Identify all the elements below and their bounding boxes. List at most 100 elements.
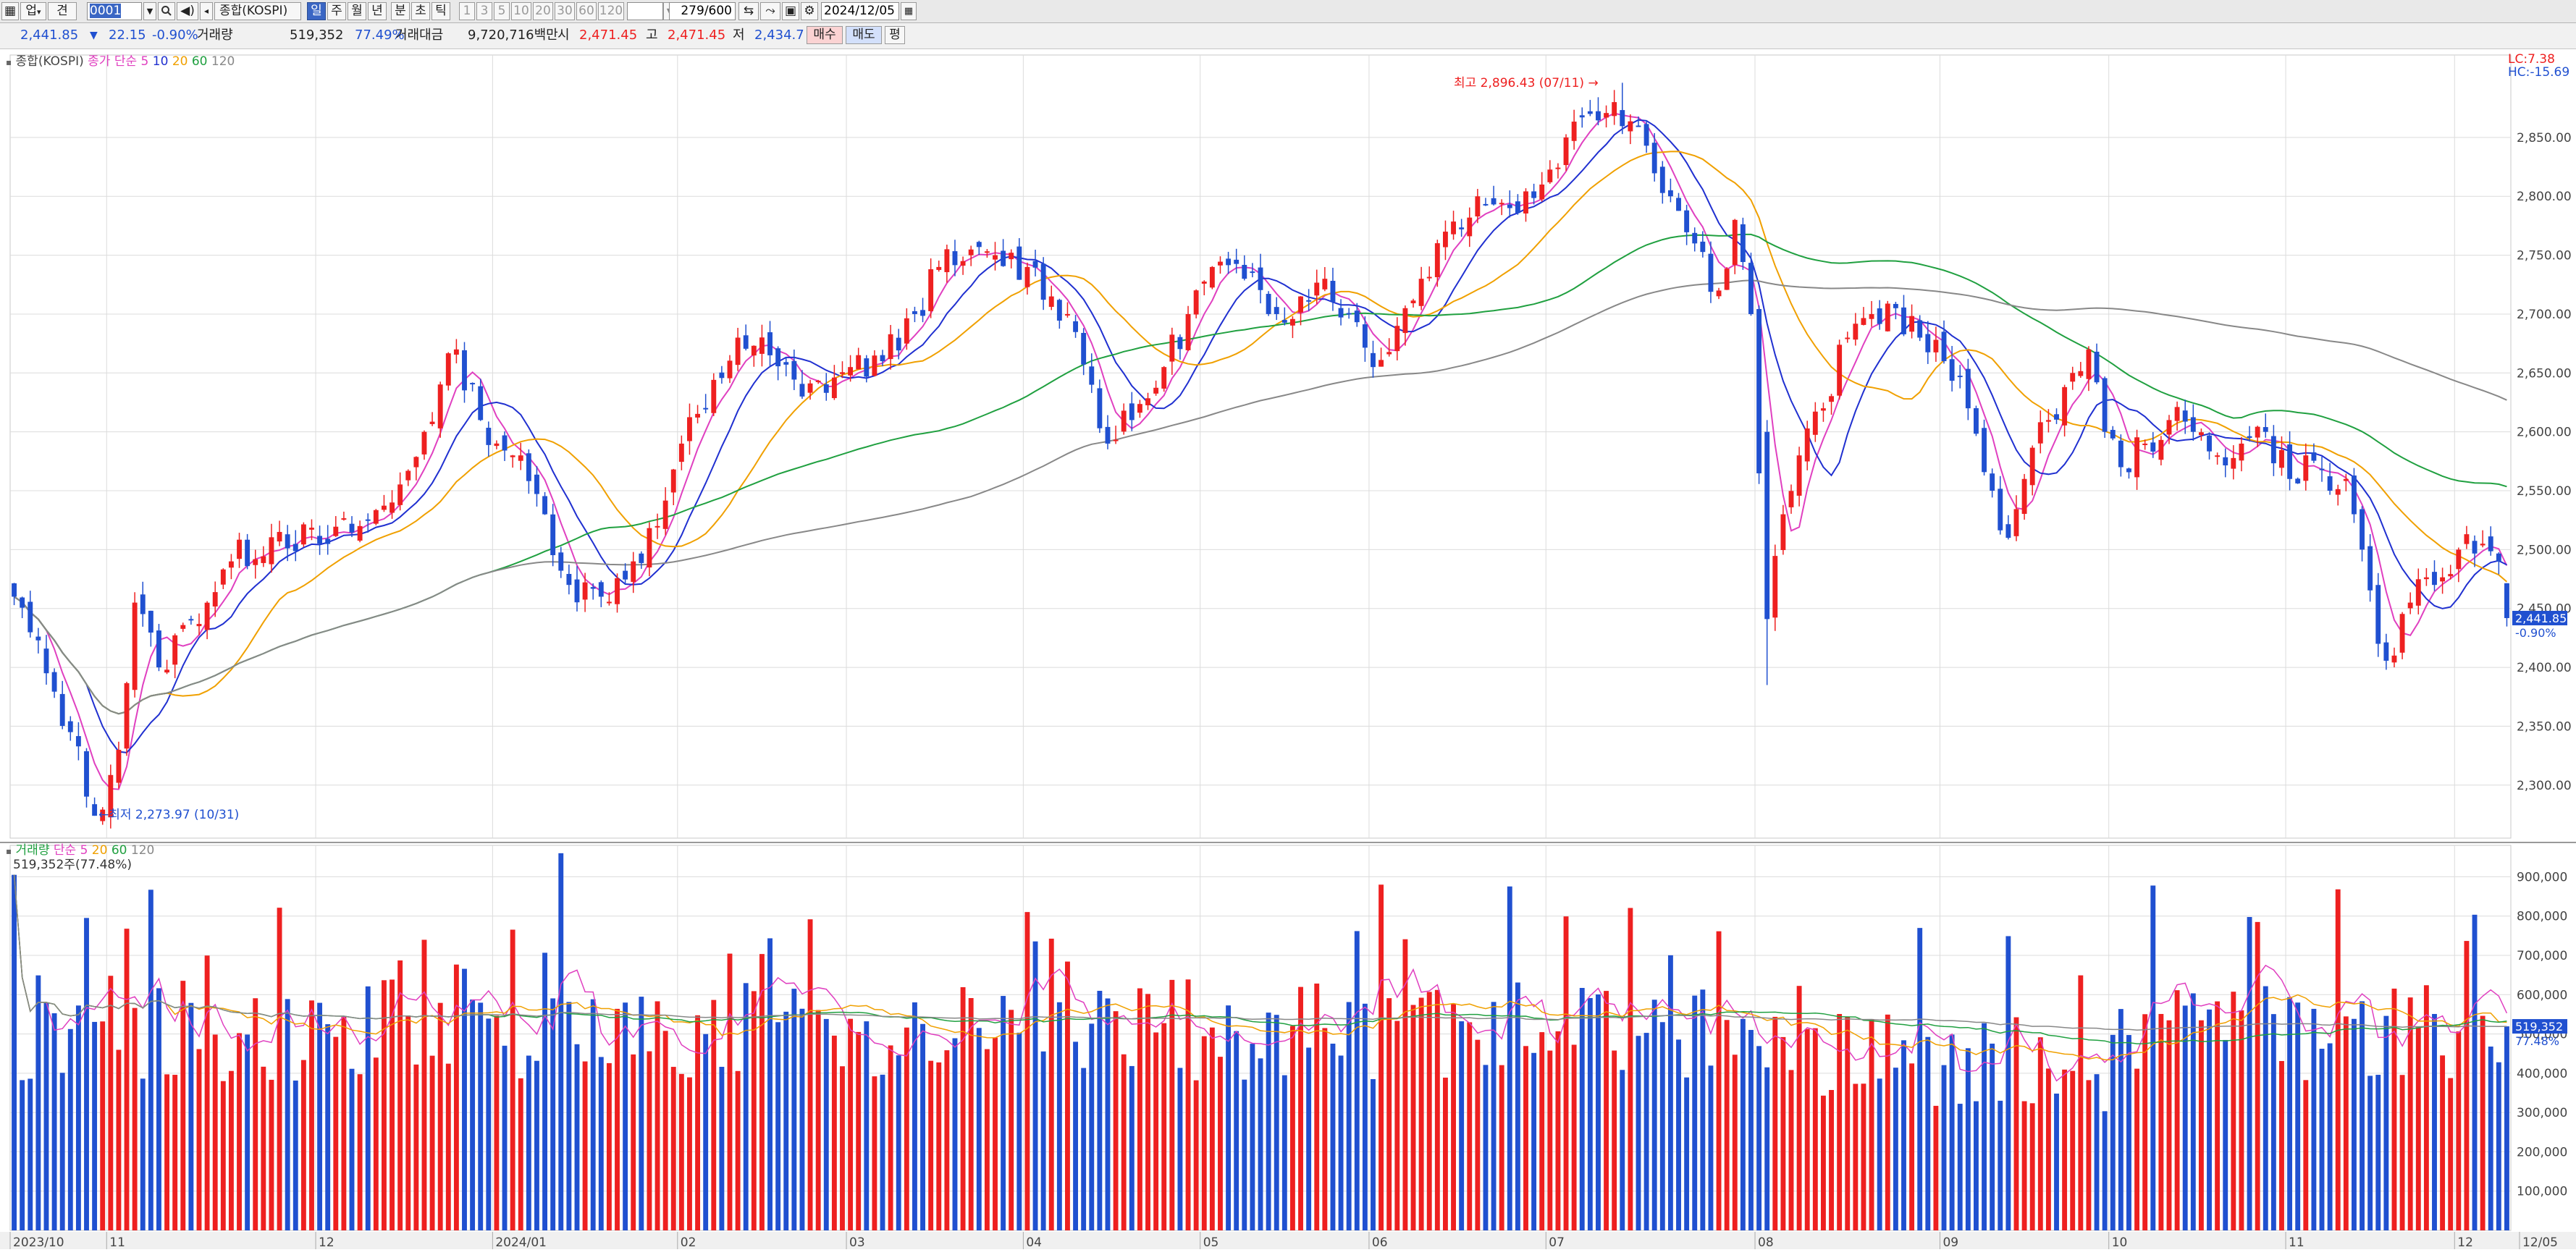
interval-5[interactable]: 5 (494, 2, 510, 20)
interval-30[interactable]: 30 (555, 2, 575, 20)
volume-bars (12, 853, 2509, 1230)
candle-body (486, 428, 492, 445)
link-button[interactable]: 업▾ (20, 2, 46, 20)
tab-tick[interactable]: 틱 (432, 2, 450, 20)
search-icon[interactable] (158, 2, 175, 20)
tab-minute[interactable]: 분 (391, 2, 410, 20)
interval-60[interactable]: 60 (576, 2, 597, 20)
gear-icon[interactable]: ⚙ (801, 2, 818, 20)
buy-button[interactable]: 매수 (807, 26, 843, 44)
volume-bar (2126, 1035, 2131, 1230)
date-input[interactable]: 2024/12/05 (821, 2, 899, 20)
tab-week[interactable]: 주 (327, 2, 346, 20)
save-icon[interactable]: ▣ (782, 2, 799, 20)
code-dropdown-icon[interactable]: ▼ (143, 2, 156, 20)
calendar-icon[interactable]: ▦ (901, 2, 917, 20)
candle-body (703, 407, 709, 410)
legend-marker-icon: ▪ (6, 57, 12, 67)
candle-body (848, 367, 854, 376)
candle-body (2110, 429, 2116, 439)
custom-interval-input[interactable] (627, 2, 663, 20)
count-input[interactable]: 279/600 (669, 2, 736, 20)
tab-year[interactable]: 년 (368, 2, 387, 20)
candle-body (711, 379, 717, 413)
candle-body (1643, 124, 1649, 146)
candle-body (566, 573, 572, 586)
interval-3[interactable]: 3 (476, 2, 492, 20)
candle-body (2464, 534, 2470, 544)
volume-bar (1322, 1028, 1328, 1230)
candle-body (2415, 579, 2421, 606)
code-input[interactable]: 0001 (87, 2, 142, 20)
candle-body (1346, 313, 1352, 315)
interval-120[interactable]: 120 (598, 2, 624, 20)
candle-body (164, 669, 170, 673)
candle-body (1596, 111, 1601, 121)
high-annotation: 최고 2,896.43 (07/11) → (1454, 72, 1599, 90)
price-tick-label: 2,850.00 (2517, 131, 2572, 145)
candle-body (292, 544, 298, 552)
volume-bar (1306, 1047, 1312, 1230)
candle-body (1941, 331, 1947, 362)
candle-body (2423, 577, 2429, 580)
speaker-icon[interactable]: ◀) (177, 2, 198, 20)
volume-bar (2239, 1010, 2244, 1230)
candle-body (2343, 478, 2349, 481)
volume-bar (2062, 1069, 2068, 1230)
volume-tick-label: 300,000 (2517, 1106, 2567, 1120)
volume-bar (1001, 996, 1006, 1230)
volume-bar (1667, 955, 1673, 1230)
volume-bar (1153, 1032, 1159, 1230)
candle-body (2062, 386, 2068, 426)
volume-bar (534, 1060, 539, 1230)
chart-area[interactable]: 2,300.002,350.002,400.002,450.002,500.00… (0, 49, 2576, 1255)
volume-bar (1089, 1023, 1095, 1230)
price-tick-label: 2,550.00 (2517, 484, 2572, 499)
volume-bar (767, 938, 773, 1230)
candle-body (2255, 426, 2260, 438)
candle-body (1081, 332, 1087, 365)
interval-10[interactable]: 10 (511, 2, 531, 20)
volume-bar (807, 919, 813, 1230)
candle-body (1338, 308, 1344, 318)
volume-bar (429, 1055, 435, 1230)
volume-bar (1998, 1100, 2003, 1230)
sell-button[interactable]: 매도 (846, 26, 882, 44)
candle-body (1024, 266, 1030, 287)
volume-bar (1266, 1013, 1271, 1230)
line-tool-icon[interactable]: ⤳ (760, 2, 780, 20)
volume-bar (1941, 1065, 1947, 1230)
candle-body (1379, 360, 1384, 367)
series-button[interactable]: 견 (48, 2, 77, 20)
interval-20[interactable]: 20 (533, 2, 553, 20)
volume-bar (1925, 1036, 1931, 1230)
volume-bar (751, 991, 757, 1230)
candle-body (1772, 556, 1778, 618)
volume-bar (237, 1033, 242, 1230)
menu-icon[interactable]: ▦ (1, 2, 19, 20)
volume-tick-label: 800,000 (2517, 910, 2567, 924)
volume-bar (1861, 1083, 1866, 1230)
candle-body (1877, 308, 1882, 324)
volume-bar (2375, 1075, 2381, 1230)
zoom-icon[interactable]: ⇆ (738, 2, 759, 20)
current-pct-tag-text: -0.90% (2515, 626, 2556, 640)
volume-bar (1579, 987, 1585, 1230)
candle-body (1065, 313, 1070, 316)
candle-body (1209, 266, 1215, 288)
candle-body (1169, 334, 1175, 362)
volume-bar (75, 1005, 81, 1230)
flat-button[interactable]: 평 (885, 26, 905, 44)
volume-bar (1081, 1068, 1087, 1230)
candle-body (1274, 307, 1279, 314)
interval-1[interactable]: 1 (459, 2, 475, 20)
candle-body (84, 751, 89, 797)
current-volume-pct-text: 77.48% (2515, 1034, 2559, 1048)
tab-month[interactable]: 월 (348, 2, 366, 20)
tab-day[interactable]: 일 (307, 2, 326, 20)
volume-bar (928, 1060, 934, 1230)
price-ma-line-60 (14, 233, 2507, 715)
prev-icon[interactable]: ◂ (200, 2, 213, 20)
volume-bar (2360, 1001, 2365, 1230)
tab-second[interactable]: 초 (411, 2, 430, 20)
